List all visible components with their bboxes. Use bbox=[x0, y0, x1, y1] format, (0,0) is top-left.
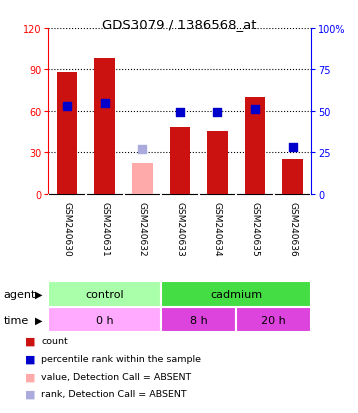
Text: ■: ■ bbox=[25, 371, 35, 381]
Point bbox=[177, 110, 183, 116]
Text: GSM240632: GSM240632 bbox=[138, 201, 147, 256]
Text: ■: ■ bbox=[25, 389, 35, 399]
Point bbox=[102, 100, 108, 107]
Bar bbox=[95, 59, 115, 194]
Text: control: control bbox=[86, 289, 124, 299]
Bar bbox=[207, 132, 228, 194]
Bar bbox=[236, 308, 311, 332]
Point bbox=[290, 145, 295, 151]
Bar bbox=[170, 128, 190, 194]
Text: 20 h: 20 h bbox=[261, 315, 286, 325]
Bar bbox=[48, 281, 161, 308]
Text: GSM240636: GSM240636 bbox=[288, 201, 297, 256]
Text: ▶: ▶ bbox=[35, 315, 42, 325]
Point bbox=[252, 107, 258, 113]
Bar bbox=[245, 98, 265, 194]
Text: 0 h: 0 h bbox=[96, 315, 113, 325]
Bar bbox=[282, 160, 303, 194]
Text: ■: ■ bbox=[25, 336, 35, 346]
Text: GSM240631: GSM240631 bbox=[100, 201, 109, 256]
Point bbox=[214, 110, 220, 116]
Text: ▶: ▶ bbox=[35, 289, 42, 299]
Text: count: count bbox=[41, 336, 68, 345]
Bar bbox=[57, 73, 77, 194]
Text: percentile rank within the sample: percentile rank within the sample bbox=[41, 354, 201, 363]
Text: GDS3079 / 1386568_at: GDS3079 / 1386568_at bbox=[102, 18, 256, 31]
Text: GSM240635: GSM240635 bbox=[251, 201, 260, 256]
Text: value, Detection Call = ABSENT: value, Detection Call = ABSENT bbox=[41, 372, 192, 381]
Text: GSM240633: GSM240633 bbox=[175, 201, 184, 256]
Text: 8 h: 8 h bbox=[190, 315, 208, 325]
Point bbox=[64, 103, 70, 110]
Text: ■: ■ bbox=[25, 354, 35, 363]
Point bbox=[140, 146, 145, 153]
Bar bbox=[161, 281, 311, 308]
Text: rank, Detection Call = ABSENT: rank, Detection Call = ABSENT bbox=[41, 389, 187, 399]
Bar bbox=[48, 308, 161, 332]
Text: GSM240630: GSM240630 bbox=[63, 201, 72, 256]
Text: GSM240634: GSM240634 bbox=[213, 201, 222, 256]
Bar bbox=[132, 164, 153, 194]
Text: time: time bbox=[4, 315, 29, 325]
Text: agent: agent bbox=[4, 289, 36, 299]
Bar bbox=[161, 308, 236, 332]
Text: cadmium: cadmium bbox=[210, 289, 262, 299]
